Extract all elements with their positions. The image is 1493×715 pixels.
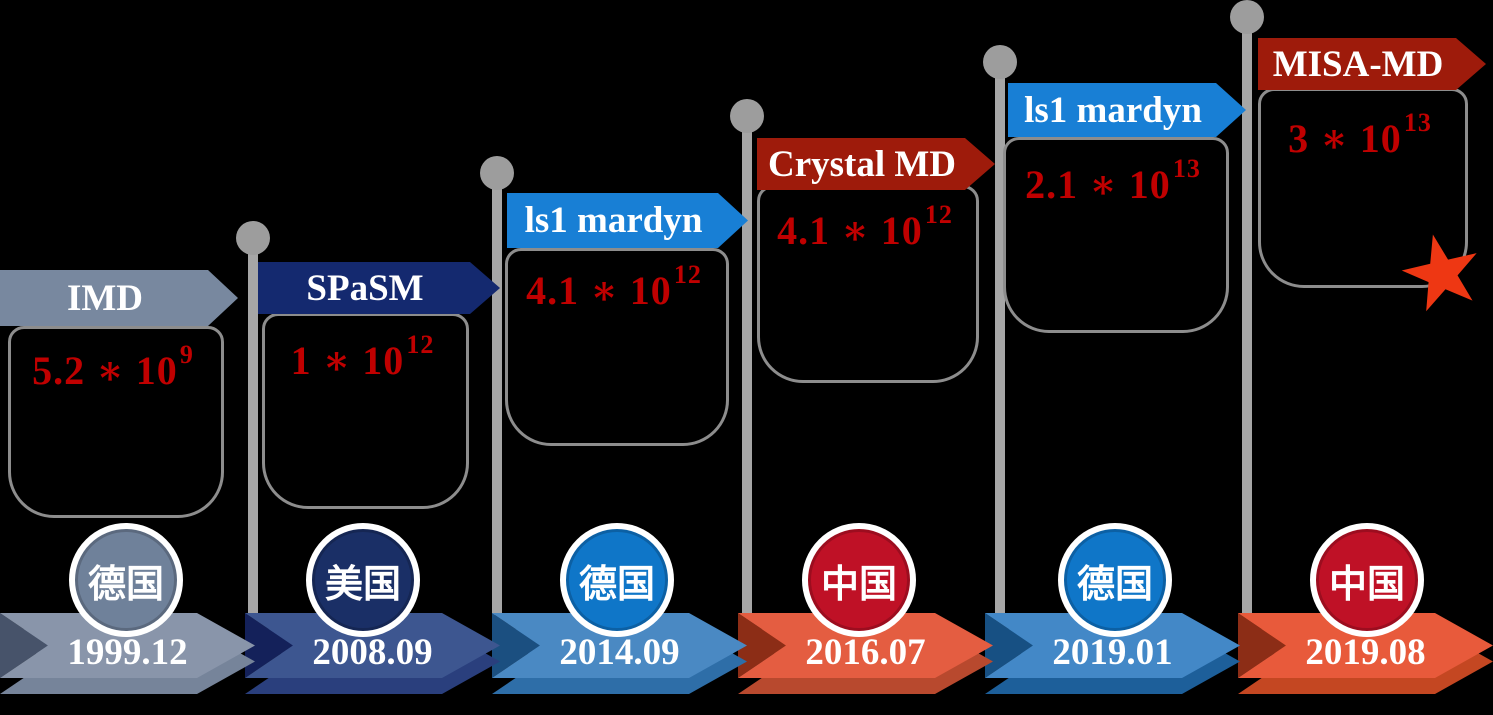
software-label: ls1 mardyn: [524, 200, 703, 241]
date-chevron: [738, 613, 993, 694]
country-circle: 德国: [560, 523, 674, 637]
software-label: IMD: [66, 277, 144, 319]
country-circle: 德国: [1058, 523, 1172, 637]
flag-pole: [248, 238, 258, 615]
country-circle: 德国: [69, 523, 183, 637]
country-label: 德国: [1076, 563, 1153, 606]
flag-pole: [492, 172, 502, 615]
flag-banner: ls1 mardyn: [1008, 83, 1246, 137]
date-label: 2019.01: [1052, 632, 1173, 673]
flag-pole: [1242, 16, 1252, 615]
atom-count-value: 3 ∗ 10 13: [1288, 108, 1432, 161]
country-label: 美国: [324, 563, 401, 606]
country-circle: 美国: [306, 523, 420, 637]
country-label: 德国: [87, 563, 164, 606]
software-label: MISA-MD: [1272, 43, 1444, 85]
pole-knob: [983, 45, 1017, 79]
atom-count-value: 4.1 ∗ 10 12: [526, 260, 702, 313]
flag-banner: ls1 mardyn: [507, 193, 748, 248]
info-box: [1258, 88, 1468, 288]
date-chevron: [492, 613, 747, 694]
info-box: [1003, 137, 1229, 333]
atom-count-value: 2.1 ∗ 10 13: [1025, 154, 1201, 207]
flag-banner: MISA-MD: [1258, 38, 1486, 90]
date-label: 2019.08: [1305, 632, 1426, 673]
date-chevron: [985, 613, 1240, 694]
info-box: [262, 313, 469, 509]
pole-knob: [236, 221, 270, 255]
info-box: [505, 248, 729, 446]
info-box: [8, 326, 224, 518]
flag-banner: IMD: [0, 270, 238, 326]
date-chevron: [1238, 613, 1493, 694]
country-label: 中国: [1328, 563, 1405, 606]
software-label: Crystal MD: [767, 143, 957, 185]
highlight-star-icon: [1401, 234, 1477, 312]
info-box: [757, 185, 979, 383]
pole-knob: [1230, 0, 1264, 34]
country-label: 中国: [820, 563, 897, 606]
date-label: 1999.12: [67, 632, 188, 673]
flag-pole: [995, 61, 1005, 615]
date-chevron: [0, 613, 255, 694]
software-label: ls1 mardyn: [1024, 89, 1202, 131]
flag-banner: Crystal MD: [757, 138, 995, 190]
atom-count-value: 1 ∗ 10 12: [290, 330, 435, 383]
flag-pole: [742, 115, 752, 615]
country-circle: 中国: [802, 523, 916, 637]
flag-banner: SPaSM: [258, 262, 500, 314]
date-label: 2008.09: [312, 632, 433, 673]
date-label: 2016.07: [805, 632, 926, 673]
atom-count-value: 4.1 ∗ 10 12: [777, 200, 953, 253]
pole-knob: [730, 99, 764, 133]
pole-knob: [480, 156, 514, 190]
atom-count-value: 5.2 ∗ 10 9: [32, 340, 194, 393]
country-circle: 中国: [1310, 523, 1424, 637]
date-label: 2014.09: [559, 632, 680, 673]
software-label: SPaSM: [306, 267, 424, 309]
date-chevron: [245, 613, 500, 694]
country-label: 德国: [578, 563, 655, 606]
